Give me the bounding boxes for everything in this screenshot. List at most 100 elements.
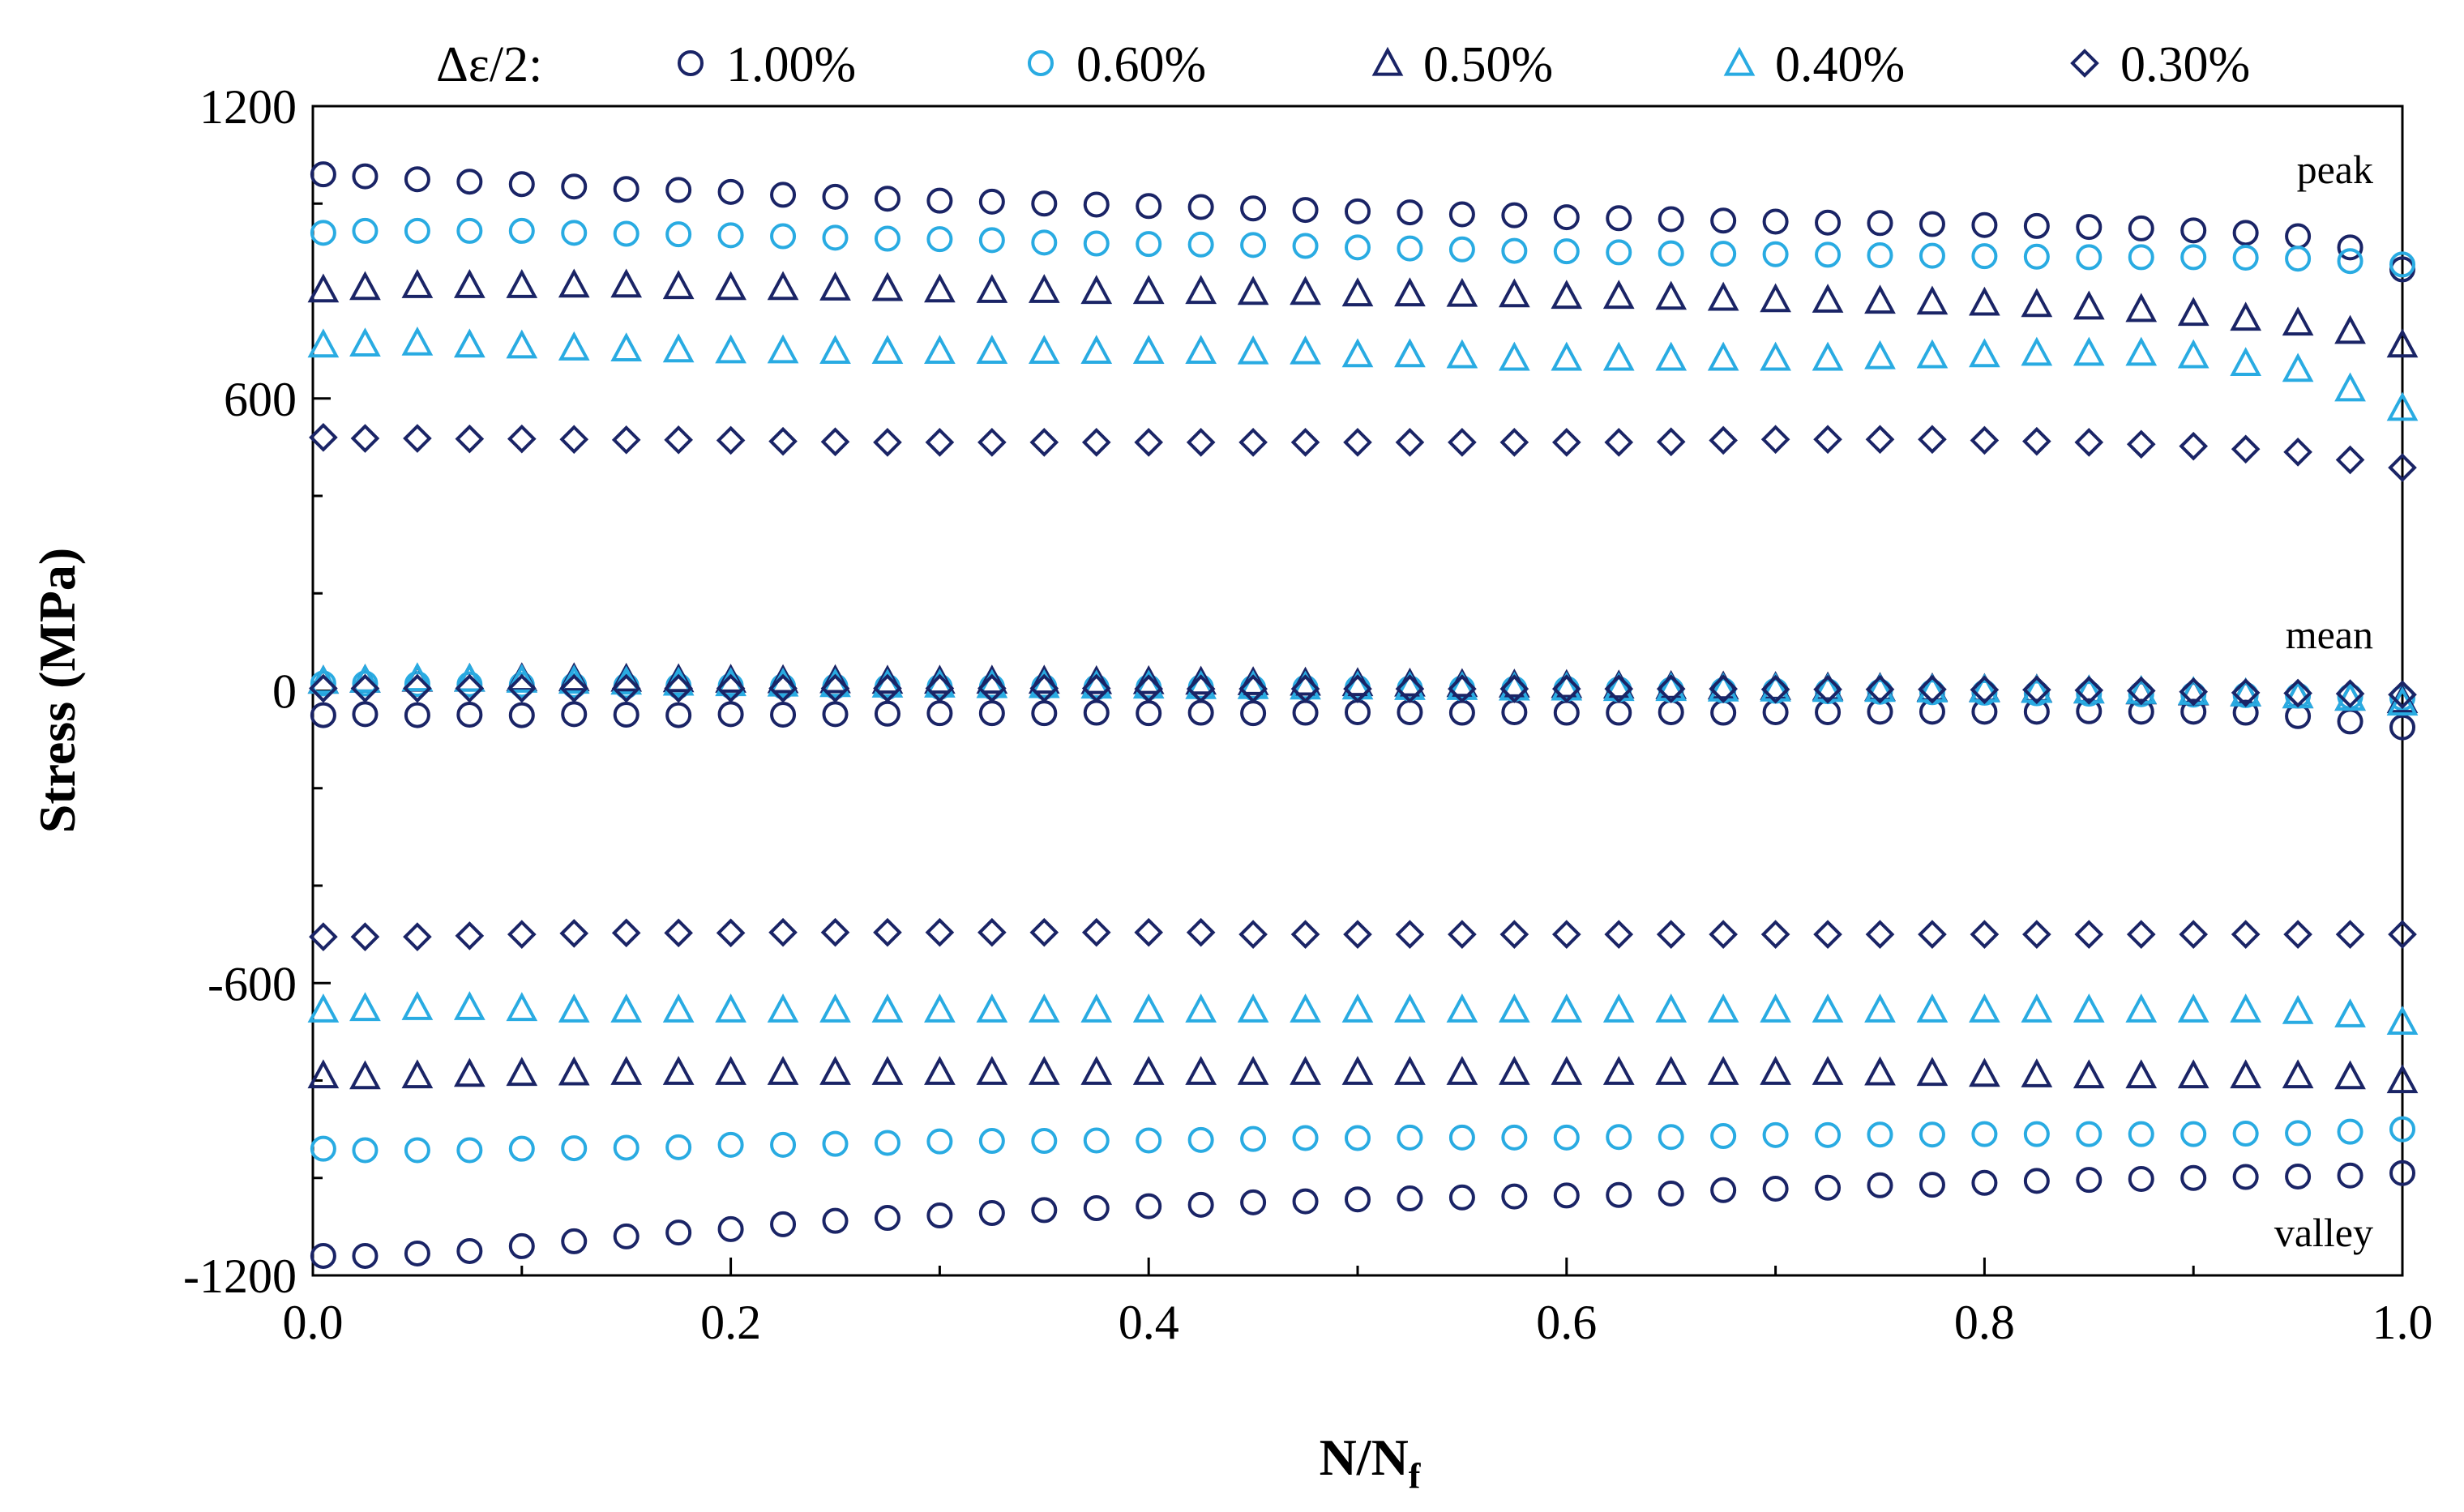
data-point-peak (453, 269, 486, 298)
data-point-valley (925, 917, 955, 947)
data-point-peak (1343, 428, 1372, 457)
data-point-peak (352, 217, 379, 244)
data-point-mean (2128, 698, 2154, 725)
data-point-peak (2231, 434, 2261, 464)
data-point-peak (717, 178, 744, 205)
data-point-peak (1132, 335, 1165, 365)
data-point-peak (1185, 335, 1217, 365)
data-point-valley (1865, 920, 1895, 949)
data-point-peak (1812, 341, 1844, 371)
data-point-mean (873, 673, 902, 703)
data-point-peak (1136, 193, 1162, 220)
data-point-peak (1710, 241, 1737, 267)
data-point-valley (611, 918, 641, 948)
data-point-peak (2285, 246, 2312, 272)
data-point-valley (2180, 1164, 2207, 1191)
data-point-valley (2021, 993, 2053, 1023)
data-point-peak (2180, 244, 2207, 271)
data-point-valley (662, 1056, 695, 1085)
data-point-peak (1083, 230, 1110, 257)
data-point-peak (715, 271, 746, 301)
data-point-valley (1551, 993, 1583, 1023)
data-point-mean (1448, 674, 1477, 703)
data-point-peak (1919, 211, 1945, 237)
data-point-valley (1498, 993, 1530, 1023)
data-point-mean (307, 664, 340, 694)
data-point-peak (1919, 242, 1945, 269)
data-point-peak (1134, 428, 1164, 457)
data-point-valley (1446, 1056, 1478, 1085)
data-point-peak (2022, 426, 2051, 456)
data-point-peak (874, 186, 900, 212)
data-point-peak (1290, 428, 1320, 457)
data-point-valley (1553, 1182, 1580, 1209)
data-point-peak (1604, 428, 1634, 457)
data-point-mean (819, 664, 851, 694)
data-point-valley (1658, 1124, 1684, 1151)
data-point-valley (978, 1128, 1005, 1155)
data-point-valley (1501, 1183, 1528, 1210)
data-point-valley (401, 991, 434, 1020)
data-point-valley (874, 1130, 900, 1156)
data-point-valley (1292, 1125, 1319, 1151)
data-point-valley (1185, 1056, 1217, 1085)
data-point-peak (1813, 425, 1842, 455)
data-point-valley (1969, 1057, 2000, 1087)
data-point-peak (2023, 243, 2050, 270)
data-point-valley (926, 1202, 953, 1229)
data-point-mean (309, 673, 338, 703)
data-point-mean (2231, 678, 2261, 707)
data-point-valley (559, 919, 589, 948)
data-point-peak (1918, 425, 1947, 455)
data-markers (307, 161, 2419, 1269)
data-point-valley (1969, 993, 2000, 1023)
data-point-peak (874, 225, 900, 252)
data-point-peak (1187, 231, 1214, 258)
data-point-valley (403, 922, 432, 951)
data-point-valley (1448, 1124, 1475, 1151)
data-point-mean (976, 664, 1008, 694)
data-point-valley (976, 1056, 1008, 1085)
data-point-peak (1865, 425, 1895, 455)
data-point-peak (1551, 280, 1583, 310)
data-point-peak (819, 335, 851, 365)
data-point-peak (2076, 214, 2103, 241)
data-point-peak (558, 331, 590, 361)
data-point-peak (2230, 301, 2262, 331)
data-point-mean (1499, 674, 1529, 703)
data-point-valley (1813, 920, 1842, 949)
data-point-valley (1760, 993, 1791, 1023)
data-point-peak (453, 328, 486, 358)
data-point-mean (1028, 664, 1060, 694)
data-point-valley (1709, 920, 1738, 949)
data-point-valley (665, 1219, 692, 1246)
data-point-peak (2334, 314, 2366, 344)
data-point-valley (1918, 920, 1947, 949)
data-point-valley (717, 1215, 744, 1242)
data-point-mean (2389, 714, 2415, 741)
data-point-valley (1397, 1185, 1423, 1212)
data-point-valley (1238, 920, 1268, 949)
data-point-peak (403, 424, 432, 453)
data-point-valley (2126, 920, 2156, 949)
data-point-peak (1292, 233, 1319, 259)
data-point-mean (715, 664, 746, 693)
data-point-mean (822, 701, 849, 728)
data-point-mean (1290, 674, 1320, 703)
data-point-valley (2022, 920, 2051, 949)
data-point-valley (1815, 1121, 1842, 1148)
x-axis-title-main: N/N (1320, 1429, 1409, 1486)
data-point-valley (2337, 1118, 2363, 1145)
data-point-peak (1969, 286, 2000, 316)
data-point-peak (871, 335, 904, 365)
data-point-mean (2074, 676, 2104, 705)
data-point-valley (1185, 993, 1217, 1023)
data-point-valley (1971, 1121, 1998, 1147)
data-point-mean (770, 701, 797, 728)
data-point-peak (2179, 431, 2209, 461)
data-point-valley (1132, 993, 1165, 1023)
data-point-valley (1501, 1124, 1528, 1151)
data-point-valley (2230, 993, 2262, 1023)
data-point-peak (506, 329, 538, 359)
